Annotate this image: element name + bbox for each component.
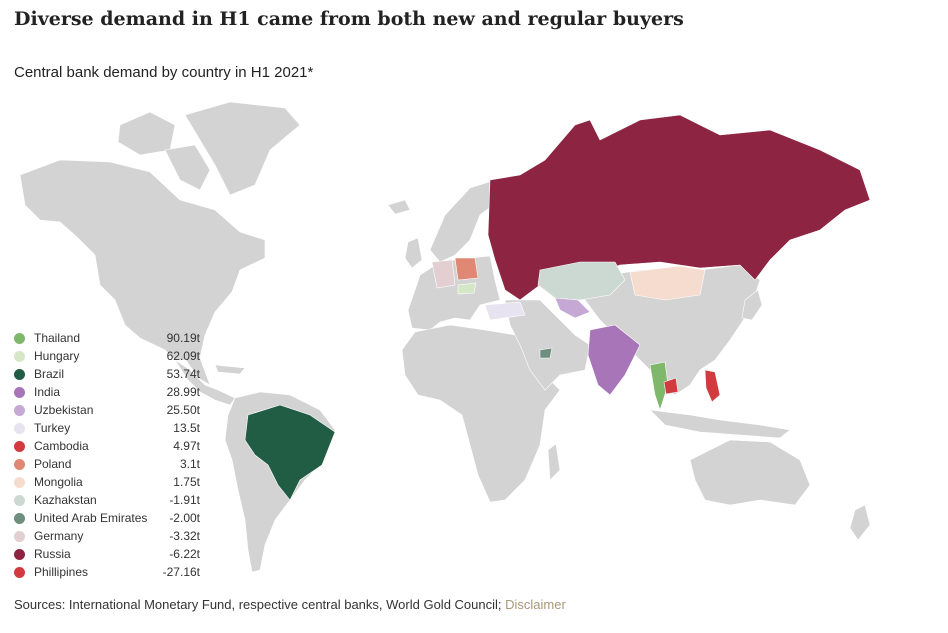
russia-region <box>487 114 871 301</box>
legend-row: Brazil 53.74t <box>14 366 214 384</box>
legend-row: Poland 3.1t <box>14 456 214 474</box>
legend-swatch <box>14 567 25 578</box>
legend-swatch <box>14 531 25 542</box>
legend-value: 53.74t <box>166 367 200 381</box>
legend-value: -6.22t <box>169 547 200 561</box>
japan <box>741 289 763 321</box>
world-map <box>19 101 871 573</box>
legend-swatch <box>14 333 25 344</box>
canada-arctic-islands <box>117 111 176 156</box>
sources-text: Sources: International Monetary Fund, re… <box>14 597 502 612</box>
north-america <box>19 159 266 386</box>
legend-value: 13.5t <box>173 421 200 435</box>
new-zealand <box>849 504 871 541</box>
legend-value: 3.1t <box>179 457 200 471</box>
legend-country: Hungary <box>34 349 80 363</box>
uk <box>404 237 423 269</box>
chart-headline: Diverse demand in H1 came from both new … <box>14 8 684 30</box>
australia <box>689 439 811 506</box>
legend-row: Turkey 13.5t <box>14 420 214 438</box>
legend-value: 4.97t <box>173 439 200 453</box>
legend-country: Kazhakstan <box>34 493 97 507</box>
legend-country: Uzbekistan <box>34 403 94 417</box>
legend-row: Russia -6.22t <box>14 546 214 564</box>
sources-line: Sources: International Monetary Fund, re… <box>14 597 566 612</box>
central-america <box>174 359 236 406</box>
legend-value: 28.99t <box>166 385 200 399</box>
legend-value: 25.50t <box>166 403 200 417</box>
cambodia-region <box>663 377 679 395</box>
legend-country: Germany <box>34 529 84 543</box>
turkey-region <box>484 301 526 321</box>
legend-value: 1.75t <box>173 475 200 489</box>
legend-country: Russia <box>34 547 71 561</box>
legend-value: 90.19t <box>166 331 200 345</box>
brazil-region <box>244 404 336 501</box>
legend-country: Cambodia <box>34 439 89 453</box>
legend-row: Uzbekistan 25.50t <box>14 402 214 420</box>
cuba <box>214 364 246 375</box>
madagascar <box>547 443 561 481</box>
legend-country: Thailand <box>34 331 81 345</box>
legend-row: Kazhakstan -1.91t <box>14 492 214 510</box>
europe <box>407 255 501 331</box>
legend-swatch <box>14 459 25 470</box>
thailand-region <box>649 361 669 411</box>
legend-value: -2.00t <box>169 511 200 525</box>
legend-swatch <box>14 513 25 524</box>
legend-row: Germany -3.32t <box>14 528 214 546</box>
legend-country: Turkey <box>34 421 71 435</box>
legend-row: India 28.99t <box>14 384 214 402</box>
legend-swatch <box>14 441 25 452</box>
baffin-island <box>164 144 211 191</box>
legend-row: United Arab Emirates -2.00t <box>14 510 214 528</box>
india-region <box>587 324 641 396</box>
iceland <box>387 199 411 215</box>
legend-country: Brazil <box>34 367 65 381</box>
greenland <box>184 101 301 196</box>
legend-swatch <box>14 405 25 416</box>
germany-region <box>431 259 456 289</box>
middle-east <box>504 299 591 391</box>
legend-country: Mongolia <box>34 475 83 489</box>
legend-row: Phillipines -27.16t <box>14 564 214 582</box>
indonesia <box>649 409 791 439</box>
philippines-region <box>704 369 721 403</box>
uzbekistan-region <box>554 297 591 319</box>
chart-subtitle: Central bank demand by country in H1 202… <box>14 64 314 81</box>
legend-swatch <box>14 495 25 506</box>
legend-swatch <box>14 351 25 362</box>
hungary-region <box>457 282 477 295</box>
legend-row: Cambodia 4.97t <box>14 438 214 456</box>
poland-region <box>454 257 479 281</box>
legend-row: Mongolia 1.75t <box>14 474 214 492</box>
legend-swatch <box>14 477 25 488</box>
legend-swatch <box>14 369 25 380</box>
legend-country: Phillipines <box>34 565 89 579</box>
legend-value: 62.09t <box>166 349 200 363</box>
legend-row: Thailand 90.19t <box>14 330 214 348</box>
legend: Thailand 90.19t Hungary 62.09t Brazil 53.74t I… <box>14 330 214 582</box>
legend-value: -27.16t <box>162 565 200 579</box>
legend-swatch <box>14 387 25 398</box>
mongolia-region <box>629 265 706 301</box>
kazakhstan-region <box>537 261 626 301</box>
legend-row: Hungary 62.09t <box>14 348 214 366</box>
legend-swatch <box>14 549 25 560</box>
legend-value: -1.91t <box>169 493 200 507</box>
disclaimer-link[interactable]: Disclaimer <box>505 597 566 612</box>
legend-country: United Arab Emirates <box>34 511 148 525</box>
legend-country: Poland <box>34 457 72 471</box>
legend-country: India <box>34 385 61 399</box>
legend-swatch <box>14 423 25 434</box>
uae-region <box>539 347 553 359</box>
legend-value: -3.32t <box>169 529 200 543</box>
